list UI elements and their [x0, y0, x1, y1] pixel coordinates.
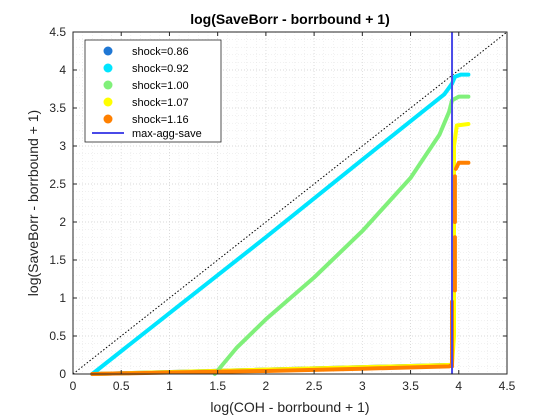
- y-tick-label: 0: [59, 367, 66, 381]
- y-tick-label: 3.5: [49, 101, 66, 115]
- y-tick-label: 0.5: [49, 329, 66, 343]
- series-shock-1-16-segment: [453, 160, 471, 171]
- y-tick-label: 4: [59, 63, 66, 77]
- series-shock-1-16: [90, 362, 454, 376]
- series-shock-1-00: [212, 94, 471, 376]
- plot-frame: [72, 31, 508, 375]
- x-tick-label: 3: [359, 379, 366, 393]
- legend: shock=0.86 shock=0.92 shock=1.00 shock=1…: [84, 39, 222, 143]
- ticks: 0 0.5 1 1.5 2 2.5 3 3.5 4 4.5 0 0.5 1 1.5 2 2.5 3 3.5 4 4.5: [49, 25, 515, 393]
- x-tick-label: 0: [70, 379, 77, 393]
- y-tick-label: 1: [59, 291, 66, 305]
- legend-box: [84, 39, 222, 143]
- x-axis-title: log(COH - borrbound + 1): [210, 399, 369, 415]
- legend-marker-shock-1-07: [103, 97, 113, 107]
- legend-marker-shock-1-00: [103, 80, 113, 90]
- legend-label-shock-1-16: shock=1.16: [132, 114, 189, 126]
- y-axis-title: log(SaveBorr - borrbound + 1): [25, 110, 41, 296]
- y-tick-label: 1.5: [49, 253, 66, 267]
- y-tick-label: 2: [59, 215, 66, 229]
- legend-label-shock-1-00: shock=1.00: [132, 80, 189, 92]
- series-shock-0-92: [90, 72, 471, 376]
- legend-marker-shock-0-92: [103, 63, 113, 73]
- diagonal-reference-line: [72, 31, 508, 375]
- x-tick-label: 2.5: [306, 379, 323, 393]
- x-tick-label: 4.5: [499, 379, 516, 393]
- y-tick-label: 3: [59, 139, 66, 153]
- y-tick-label: 4.5: [49, 25, 66, 39]
- x-tick-label: 4: [455, 379, 462, 393]
- series-layer: [72, 31, 508, 376]
- legend-label-max-agg-save: max-agg-save: [132, 128, 202, 140]
- x-tick-label: 3.5: [402, 379, 419, 393]
- x-tick-label: 0.5: [113, 379, 130, 393]
- legend-label-shock-0-86: shock=0.86: [132, 46, 189, 58]
- legend-label-shock-1-07: shock=1.07: [132, 97, 189, 109]
- x-tick-label: 2: [263, 379, 270, 393]
- chart-title: log(SaveBorr - borrbound + 1): [190, 11, 390, 27]
- legend-label-shock-0-92: shock=0.92: [132, 63, 189, 75]
- x-tick-label: 1.5: [209, 379, 226, 393]
- y-tick-label: 2.5: [49, 177, 66, 191]
- legend-marker-shock-1-16: [103, 114, 113, 124]
- legend-marker-shock-0-86: [103, 46, 113, 56]
- x-tick-label: 1: [166, 379, 173, 393]
